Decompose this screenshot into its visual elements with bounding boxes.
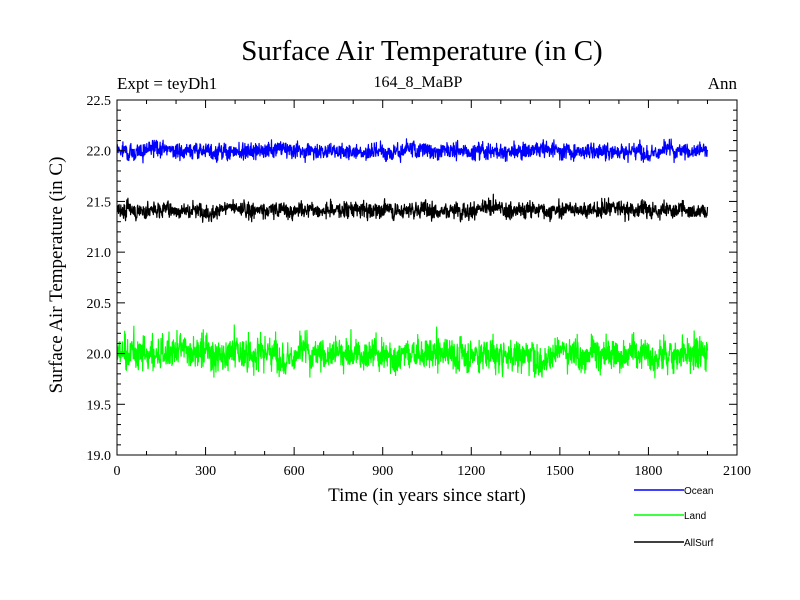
- y-axis-label: Surface Air Temperature (in C): [46, 157, 67, 394]
- y-tick-label: 21.5: [87, 195, 112, 210]
- y-tick-label: 19.5: [87, 398, 112, 413]
- x-tick-label: 300: [195, 464, 216, 479]
- series-line-land: [116, 324, 709, 379]
- chart-title: Surface Air Temperature (in C): [241, 35, 602, 67]
- y-tick-label: 19.0: [87, 449, 112, 464]
- x-tick-label: 2100: [723, 464, 751, 479]
- ticks-layer: 0 300 600 900 1200 1500 1800 2100 19.0 19.5 20.0 20…: [87, 94, 752, 479]
- series-line-ocean: [116, 138, 709, 164]
- y-tick-label: 22.5: [87, 94, 112, 109]
- legend-allsurf-label: AllSurf: [684, 538, 714, 549]
- season-label: Ann: [708, 74, 738, 93]
- legend-ocean-label: Ocean: [684, 486, 713, 497]
- legend-land-label: Land: [684, 511, 706, 522]
- x-tick-label: 1500: [546, 464, 574, 479]
- y-tick-label: 20.5: [87, 297, 112, 312]
- x-tick-label: 900: [372, 464, 393, 479]
- chart-subtitle: 164_8_MaBP: [374, 74, 463, 91]
- x-tick-label: 1200: [457, 464, 485, 479]
- expt-label: Expt = teyDh1: [117, 74, 217, 93]
- x-axis-label: Time (in years since start): [328, 485, 526, 506]
- legend: Ocean Land AllSurf: [634, 486, 714, 549]
- series-line-allsurf: [116, 193, 709, 223]
- x-tick-label: 1800: [634, 464, 662, 479]
- x-tick-label: 0: [114, 464, 121, 479]
- x-tick-label: 600: [284, 464, 305, 479]
- y-tick-label: 22.0: [87, 145, 112, 160]
- y-tick-label: 21.0: [87, 246, 112, 261]
- series-layer: [116, 138, 709, 379]
- plot-frame: [116, 99, 738, 456]
- y-tick-label: 20.0: [87, 348, 112, 363]
